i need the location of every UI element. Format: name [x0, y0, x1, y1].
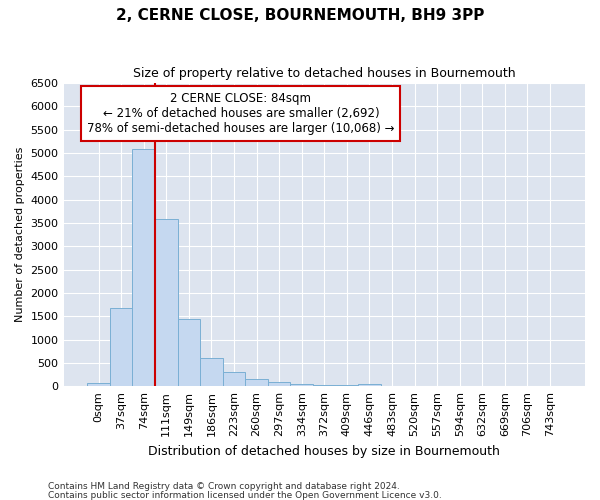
- Bar: [268, 382, 290, 386]
- Y-axis label: Number of detached properties: Number of detached properties: [15, 147, 25, 322]
- Bar: [110, 308, 133, 386]
- Bar: [178, 320, 200, 386]
- Bar: [313, 385, 335, 386]
- Bar: [223, 372, 245, 386]
- Bar: [155, 219, 178, 386]
- Bar: [133, 150, 155, 386]
- Text: 2 CERNE CLOSE: 84sqm
← 21% of detached houses are smaller (2,692)
78% of semi-de: 2 CERNE CLOSE: 84sqm ← 21% of detached h…: [87, 92, 395, 135]
- Bar: [335, 385, 358, 386]
- X-axis label: Distribution of detached houses by size in Bournemouth: Distribution of detached houses by size …: [148, 444, 500, 458]
- Text: 2, CERNE CLOSE, BOURNEMOUTH, BH9 3PP: 2, CERNE CLOSE, BOURNEMOUTH, BH9 3PP: [116, 8, 484, 22]
- Text: Contains public sector information licensed under the Open Government Licence v3: Contains public sector information licen…: [48, 490, 442, 500]
- Text: Contains HM Land Registry data © Crown copyright and database right 2024.: Contains HM Land Registry data © Crown c…: [48, 482, 400, 491]
- Bar: [200, 358, 223, 386]
- Bar: [87, 384, 110, 386]
- Bar: [290, 384, 313, 386]
- Bar: [358, 384, 381, 386]
- Bar: [245, 379, 268, 386]
- Title: Size of property relative to detached houses in Bournemouth: Size of property relative to detached ho…: [133, 68, 515, 80]
